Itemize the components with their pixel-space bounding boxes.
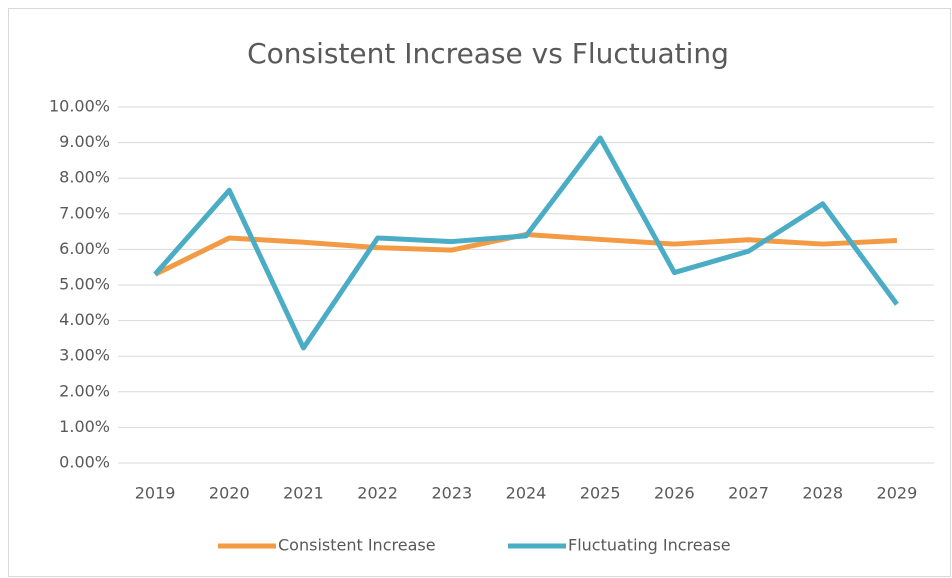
x-tick-label: 2021 (283, 484, 324, 503)
y-tick-label: 7.00% (59, 203, 110, 222)
y-tick-label: 1.00% (59, 417, 110, 436)
chart-frame (8, 8, 951, 577)
chart-title: Consistent Increase vs Fluctuating (247, 37, 729, 70)
x-tick-label: 2022 (357, 484, 398, 503)
x-tick-label: 2024 (506, 484, 547, 503)
legend-label: Consistent Increase (278, 536, 436, 555)
x-tick-label: 2027 (728, 484, 769, 503)
x-tick-label: 2029 (877, 484, 918, 503)
x-tick-label: 2025 (580, 484, 621, 503)
legend-label: Fluctuating Increase (568, 536, 731, 555)
y-tick-label: 6.00% (59, 239, 110, 258)
x-tick-label: 2019 (135, 484, 176, 503)
y-tick-label: 3.00% (59, 346, 110, 365)
x-tick-label: 2020 (209, 484, 250, 503)
x-tick-label: 2026 (654, 484, 695, 503)
y-tick-label: 9.00% (59, 132, 110, 151)
y-tick-label: 5.00% (59, 275, 110, 294)
y-tick-label: 8.00% (59, 168, 110, 187)
y-tick-label: 0.00% (59, 453, 110, 472)
y-tick-label: 4.00% (59, 310, 110, 329)
x-tick-label: 2028 (802, 484, 843, 503)
series-line (153, 135, 899, 351)
y-tick-label: 2.00% (59, 381, 110, 400)
y-tick-label: 10.00% (49, 97, 110, 116)
x-tick-label: 2023 (431, 484, 472, 503)
